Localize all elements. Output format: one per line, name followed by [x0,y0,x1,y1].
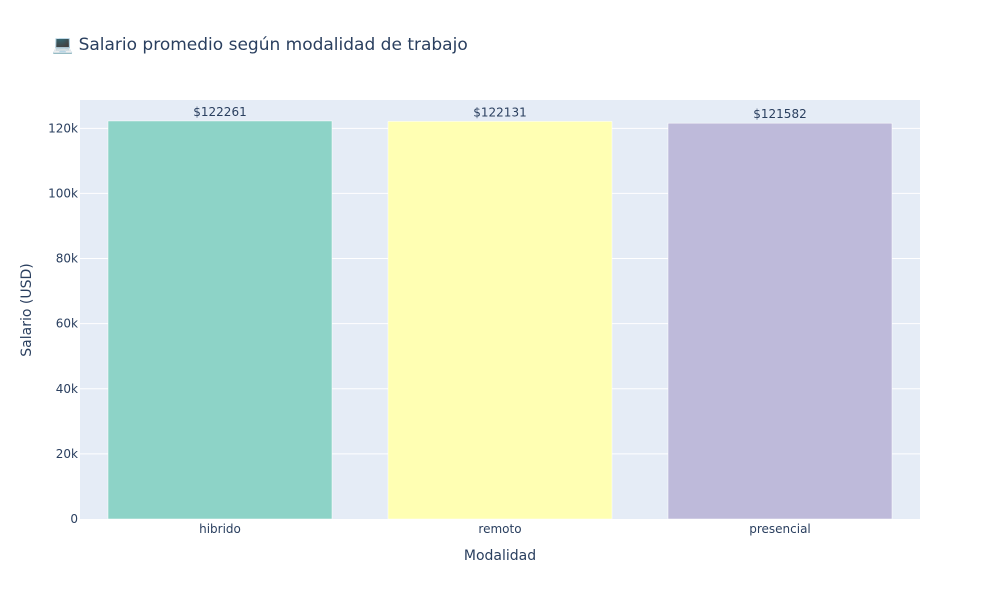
y-tick-label: 120k [48,121,78,135]
bar-value-label: $122131 [473,105,526,119]
y-tick-label: 100k [48,186,78,200]
x-axis-ticks: hibrido remoto presencial [199,522,811,536]
y-tick-label: 0 [70,512,78,526]
y-tick-label: 40k [56,382,78,396]
x-tick-label: hibrido [199,522,241,536]
bar-remoto [387,121,613,520]
bar-value-label: $121582 [753,107,806,121]
x-tick-label: remoto [478,522,521,536]
y-tick-label: 60k [56,317,78,331]
y-tick-label: 80k [56,252,78,266]
y-tick-label: 20k [56,447,78,461]
bar-hibrido [107,120,333,520]
bars: $122261 $122131 $121582 [107,105,893,520]
bar-value-label: $122261 [193,105,246,119]
y-axis-ticks: 0 20k 40k 60k 80k 100k 120k [48,121,78,526]
x-axis-title: Modalidad [464,548,536,564]
chart-title: 💻 Salario promedio según modalidad de tr… [52,35,468,55]
x-tick-label: presencial [749,522,811,536]
bar-presencial [667,122,893,520]
y-axis-title: Salario (USD) [19,263,35,356]
